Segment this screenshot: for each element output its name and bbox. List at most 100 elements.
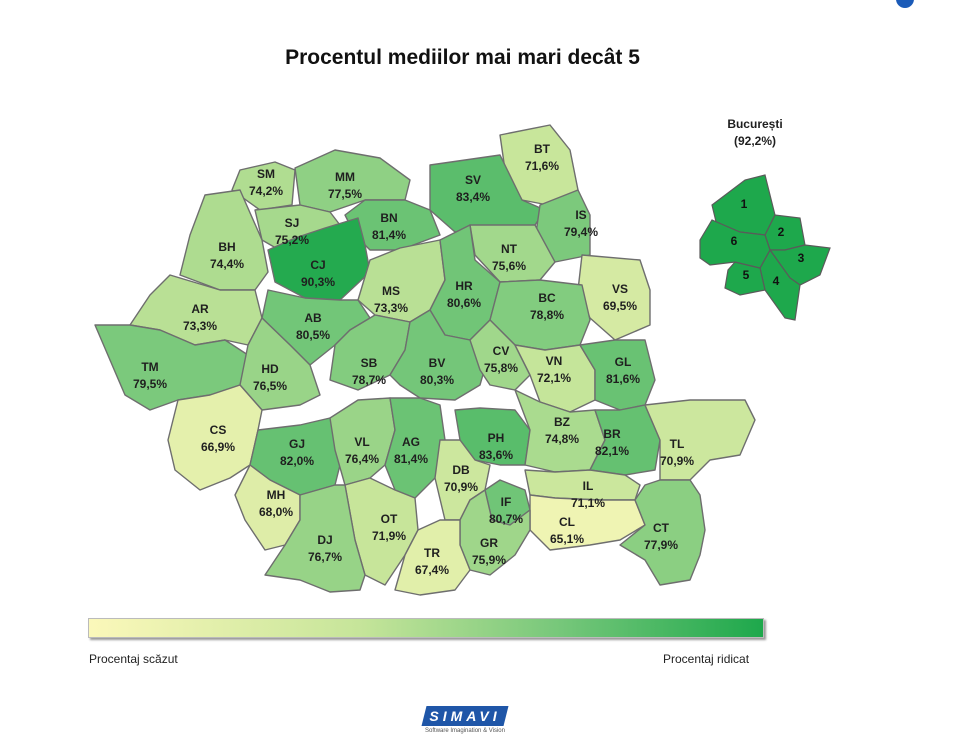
county-value-vs: 69,5% (603, 299, 637, 313)
county-value-tl: 70,9% (660, 454, 694, 468)
county-bv (389, 309, 491, 401)
county-value-sb: 78,7% (352, 373, 386, 387)
bucuresti-sector-number-2: 2 (778, 225, 785, 239)
county-code-ag: AG (402, 435, 420, 449)
county-value-gl: 81,6% (606, 372, 640, 386)
county-value-br: 82,1% (595, 444, 629, 458)
county-value-bt: 71,6% (525, 159, 559, 173)
county-code-cv: CV (493, 344, 510, 358)
county-value-sv: 83,4% (456, 190, 490, 204)
county-code-tr: TR (424, 546, 440, 560)
legend-gradient-bar (88, 618, 764, 638)
county-value-bv: 80,3% (420, 373, 454, 387)
county-vs (577, 254, 651, 341)
county-code-gj: GJ (289, 437, 305, 451)
county-value-bc: 78,8% (530, 308, 564, 322)
county-code-bv: BV (429, 356, 446, 370)
county-code-il: IL (583, 479, 594, 493)
county-value-vl: 76,4% (345, 452, 379, 466)
county-code-gl: GL (615, 355, 632, 369)
county-code-sm: SM (257, 167, 275, 181)
county-value-cs: 66,9% (201, 440, 235, 454)
county-cv (469, 319, 531, 391)
county-ct (619, 479, 706, 586)
county-code-hd: HD (261, 362, 279, 376)
county-code-vl: VL (354, 435, 369, 449)
county-code-ab: AB (304, 311, 322, 325)
bucuresti-label: București (92,2%) (690, 116, 820, 150)
county-code-is: IS (575, 208, 586, 222)
county-code-ph: PH (488, 431, 505, 445)
legend-low-label: Procentaj scăzut (89, 652, 178, 666)
county-value-cj: 90,3% (301, 275, 335, 289)
map-title: Procentul mediilor mai mari decât 5 (285, 46, 640, 69)
bucuresti-sector-number-3: 3 (798, 251, 805, 265)
county-value-if: 80,7% (489, 512, 523, 526)
county-value-ar: 73,3% (183, 319, 217, 333)
county-code-if: IF (501, 495, 512, 509)
bucuresti-name: București (727, 117, 783, 131)
county-tr (394, 519, 471, 596)
county-code-bh: BH (218, 240, 235, 254)
county-code-tm: TM (141, 360, 158, 374)
county-value-dj: 76,7% (308, 550, 342, 564)
county-value-sj: 75,2% (275, 233, 309, 247)
bucuresti-sector-number-6: 6 (731, 234, 738, 248)
county-value-tm: 79,5% (133, 377, 167, 391)
bucuresti-sector-number-5: 5 (743, 268, 750, 282)
county-value-nt: 75,6% (492, 259, 526, 273)
county-code-sv: SV (465, 173, 481, 187)
county-code-hr: HR (455, 279, 473, 293)
county-code-vs: VS (612, 282, 628, 296)
county-code-bt: BT (534, 142, 551, 156)
county-code-bn: BN (380, 211, 397, 225)
county-code-gr: GR (480, 536, 498, 550)
county-value-is: 79,4% (564, 225, 598, 239)
county-value-cv: 75,8% (484, 361, 518, 375)
county-value-bh: 74,4% (210, 257, 244, 271)
county-value-cl: 65,1% (550, 532, 584, 546)
county-value-ph: 83,6% (479, 448, 513, 462)
county-code-db: DB (452, 463, 470, 477)
county-dj (264, 484, 366, 593)
county-br (589, 404, 661, 476)
county-value-sm: 74,2% (249, 184, 283, 198)
county-code-bz: BZ (554, 415, 570, 429)
county-code-bc: BC (538, 291, 556, 305)
county-cl (529, 494, 646, 551)
legend-high-label: Procentaj ridicat (663, 652, 750, 666)
bucuresti-sector-number-4: 4 (773, 274, 780, 288)
county-sm (231, 161, 296, 211)
county-value-bn: 81,4% (372, 228, 406, 242)
county-code-ct: CT (653, 521, 670, 535)
county-value-hr: 80,6% (447, 296, 481, 310)
county-code-tl: TL (670, 437, 685, 451)
county-code-cj: CJ (310, 258, 325, 272)
county-value-ct: 77,9% (644, 538, 678, 552)
county-code-dj: DJ (317, 533, 332, 547)
county-code-sj: SJ (285, 216, 300, 230)
county-value-mh: 68,0% (259, 505, 293, 519)
county-value-bz: 74,8% (545, 432, 579, 446)
globe-icon (896, 0, 914, 8)
county-code-vn: VN (546, 354, 563, 368)
county-value-ab: 80,5% (296, 328, 330, 342)
county-value-ag: 81,4% (394, 452, 428, 466)
bucuresti-sector-number-1: 1 (741, 197, 748, 211)
county-code-ar: AR (191, 302, 209, 316)
county-value-il: 71,1% (571, 496, 605, 510)
county-code-sb: SB (361, 356, 378, 370)
county-value-tr: 67,4% (415, 563, 449, 577)
county-value-ms: 73,3% (374, 301, 408, 315)
county-value-vn: 72,1% (537, 371, 571, 385)
county-ag (384, 397, 446, 499)
county-code-mm: MM (335, 170, 355, 184)
county-value-mm: 77,5% (328, 187, 362, 201)
county-value-gr: 75,9% (472, 553, 506, 567)
logo-text: SIMAVI (429, 708, 501, 724)
county-code-br: BR (603, 427, 621, 441)
logo-tagline: Software Imagination & Vision (425, 728, 505, 734)
county-value-gj: 82,0% (280, 454, 314, 468)
county-code-nt: NT (501, 242, 518, 256)
